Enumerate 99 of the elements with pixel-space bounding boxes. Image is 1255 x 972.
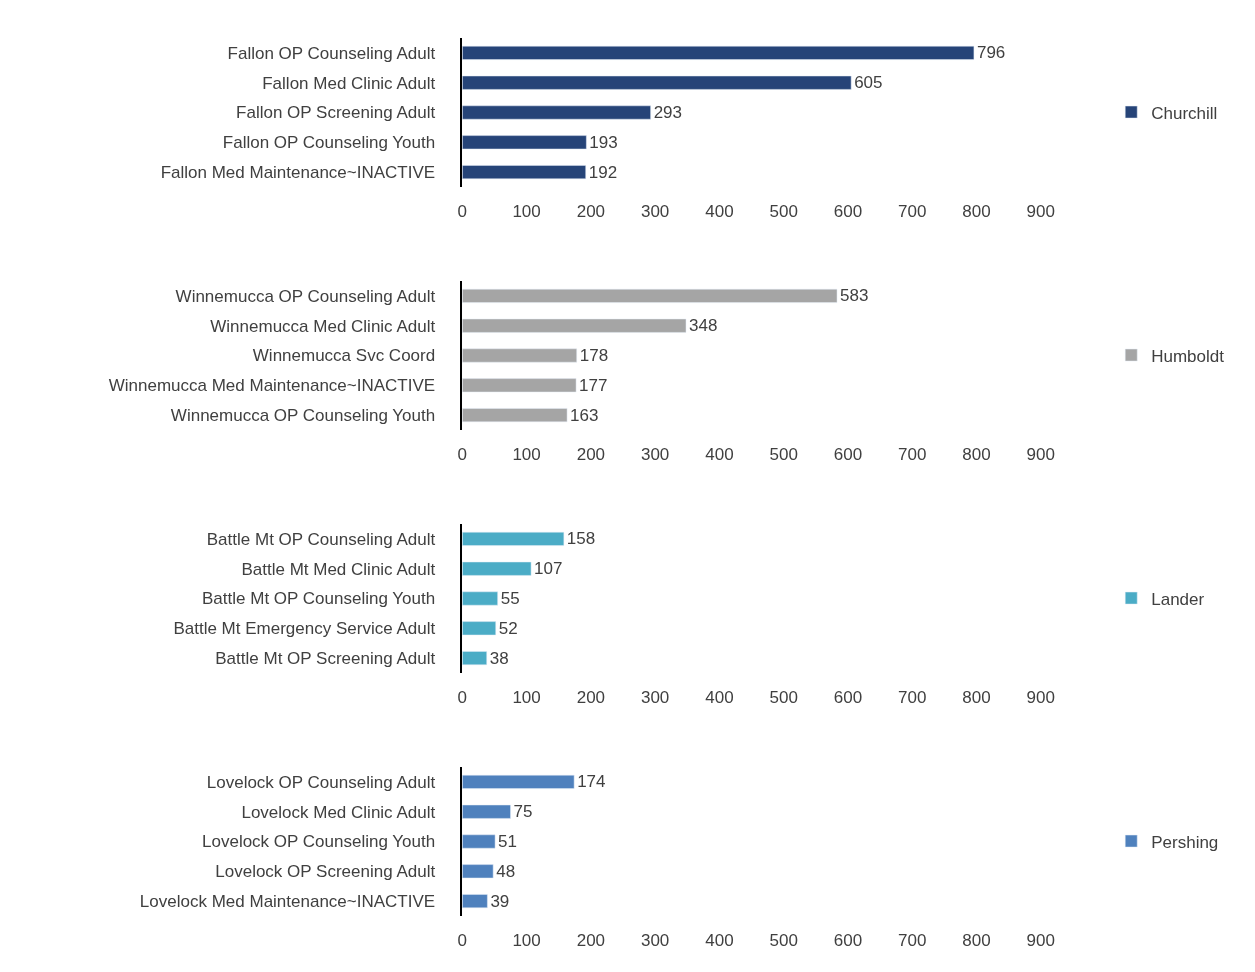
x-tick-label: 500 — [769, 931, 798, 950]
data-label: 583 — [840, 286, 869, 306]
x-tick-label: 600 — [833, 445, 863, 464]
y-tick-label: Fallon Med Maintenance~INACTIVE — [160, 163, 436, 183]
bar — [462, 774, 575, 789]
x-tick-label: 400 — [705, 445, 734, 464]
data-label: 796 — [976, 43, 1006, 63]
y-tick-label: Winnemucca OP Counseling Adult — [175, 286, 436, 306]
y-tick-label: Fallon OP Counseling Adult — [227, 43, 436, 63]
data-label: 51 — [498, 832, 518, 852]
bar — [462, 288, 838, 303]
x-tick-label: 800 — [962, 688, 991, 707]
x-tick-label: 700 — [898, 688, 927, 707]
y-tick-label: Winnemucca Med Maintenance~INACTIVE — [108, 376, 436, 396]
bar — [462, 45, 975, 60]
y-tick-label: Winnemucca Med Clinic Adult — [210, 316, 436, 336]
bar — [462, 408, 568, 423]
x-tick-label: 800 — [962, 202, 991, 221]
y-tick-label: Fallon OP Counseling Youth — [222, 133, 436, 153]
bar — [462, 864, 494, 879]
data-label: 174 — [577, 772, 606, 792]
data-label: 158 — [566, 529, 596, 549]
x-tick-label: 0 — [457, 202, 468, 221]
x-tick-label: 500 — [769, 688, 798, 707]
y-tick-label: Battle Mt Med Clinic Adult — [241, 559, 436, 579]
x-tick-label: 700 — [898, 445, 927, 464]
x-tick-label: 500 — [769, 202, 798, 221]
data-label: 605 — [854, 73, 883, 93]
bar — [462, 75, 852, 90]
y-tick-label: Winnemucca OP Counseling Youth — [170, 406, 436, 426]
x-tick-label: 800 — [962, 445, 991, 464]
y-tick-label: Lovelock OP Counseling Youth — [202, 832, 436, 852]
data-label: 38 — [489, 648, 509, 668]
y-tick-label: Fallon Med Clinic Adult — [262, 73, 436, 93]
y-tick-label: Lovelock OP Counseling Adult — [206, 772, 436, 792]
y-tick-label: Fallon OP Screening Adult — [236, 103, 436, 123]
x-tick-label: 200 — [576, 931, 606, 950]
x-tick-label: 900 — [1026, 445, 1055, 464]
x-tick-label: 100 — [512, 688, 541, 707]
x-tick-label: 700 — [898, 931, 927, 950]
x-tick-label: 900 — [1026, 931, 1055, 950]
x-tick-label: 300 — [640, 202, 670, 221]
bar — [462, 894, 488, 909]
x-tick-label: 200 — [576, 688, 606, 707]
data-label: 177 — [579, 375, 608, 395]
bar — [462, 834, 496, 849]
x-tick-label: 300 — [640, 931, 670, 950]
legend-label: Humboldt — [1151, 346, 1225, 366]
data-label: 75 — [513, 802, 533, 822]
bar — [462, 348, 577, 363]
data-label: 293 — [653, 103, 683, 122]
x-tick-label: 900 — [1026, 202, 1055, 221]
x-tick-label: 400 — [705, 688, 734, 707]
y-tick-label: Battle Mt Emergency Service Adult — [173, 619, 436, 639]
bar — [462, 378, 577, 393]
bar — [462, 105, 651, 120]
x-tick-label: 0 — [457, 688, 468, 707]
x-tick-label: 0 — [457, 931, 468, 950]
data-label: 192 — [588, 162, 618, 182]
x-tick-label: 400 — [705, 931, 734, 950]
y-tick-label: Battle Mt OP Screening Adult — [215, 649, 436, 669]
data-label: 193 — [589, 132, 618, 152]
x-tick-label: 700 — [898, 202, 927, 221]
y-tick-label: Lovelock OP Screening Adult — [215, 862, 436, 882]
bar — [462, 135, 587, 150]
y-tick-label: Winnemucca Svc Coord — [252, 346, 436, 366]
x-tick-label: 900 — [1026, 688, 1055, 707]
y-tick-label: Lovelock Med Clinic Adult — [241, 802, 436, 822]
data-label: 55 — [500, 589, 520, 609]
x-tick-label: 100 — [512, 931, 541, 950]
x-tick-label: 100 — [512, 202, 541, 221]
data-label: 52 — [498, 618, 518, 638]
legend-label: Churchill — [1151, 103, 1218, 123]
x-tick-label: 0 — [457, 445, 468, 464]
x-tick-label: 300 — [640, 688, 670, 707]
bar — [462, 318, 687, 333]
y-tick-label: Battle Mt OP Counseling Adult — [206, 529, 436, 549]
bar — [462, 804, 511, 819]
legend-label: Lander — [1151, 589, 1205, 609]
data-label: 163 — [570, 405, 599, 425]
data-label: 348 — [688, 316, 718, 336]
y-tick-label: Battle Mt OP Counseling Youth — [202, 589, 436, 609]
y-tick-label: Lovelock Med Maintenance~INACTIVE — [139, 892, 436, 912]
x-tick-label: 100 — [512, 445, 541, 464]
bar — [462, 165, 586, 180]
x-tick-label: 600 — [833, 688, 863, 707]
x-tick-label: 200 — [576, 202, 606, 221]
x-tick-label: 600 — [833, 931, 863, 950]
data-label: 39 — [490, 891, 510, 911]
data-label: 178 — [579, 346, 609, 366]
x-tick-label: 400 — [705, 202, 734, 221]
data-label: 48 — [496, 861, 516, 881]
x-tick-label: 600 — [833, 202, 863, 221]
x-tick-label: 800 — [962, 931, 991, 950]
x-tick-label: 200 — [576, 445, 606, 464]
x-tick-label: 500 — [769, 445, 798, 464]
legend-label: Pershing — [1151, 832, 1219, 852]
x-tick-label: 300 — [640, 445, 670, 464]
data-label: 107 — [534, 559, 563, 579]
